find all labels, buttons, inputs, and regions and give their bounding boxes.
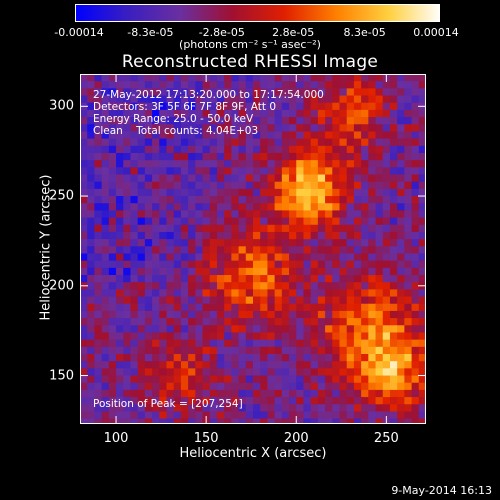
- y-tick-label: 200: [49, 278, 74, 294]
- x-tick-label: 200: [283, 431, 309, 446]
- annotation-detectors: Detectors: 3F 5F 6F 7F 8F 9F, Att 0: [93, 101, 277, 113]
- colorbar-gradient: [76, 5, 439, 21]
- y-tick-label: 300: [49, 98, 74, 114]
- colorbar-tick-label: -8.3e-05: [127, 26, 174, 39]
- colorbar-tick-label: -0.00014: [54, 26, 104, 39]
- colorbar-units: (photons cm⁻² s⁻¹ asec⁻²): [179, 38, 321, 51]
- plot-frame: [80, 74, 426, 424]
- peak-position-label: Position of Peak = [207,254]: [93, 398, 243, 410]
- colorbar-tick-label: 0.00014: [413, 26, 459, 39]
- annotation-time: 27-May-2012 17:13:20.000 to 17:17:54.000: [93, 89, 324, 101]
- colorbar-tick-label: 8.3e-05: [343, 26, 386, 39]
- x-tick-label: 250: [373, 431, 399, 446]
- heatmap-cells: [80, 74, 426, 424]
- y-axis-label: Heliocentric Y (arcsec): [38, 174, 54, 321]
- y-tick-label: 150: [49, 368, 74, 384]
- footer-date: 9-May-2014 16:13: [391, 484, 492, 497]
- x-tick-label: 100: [103, 431, 129, 446]
- chart-title: Reconstructed RHESSI Image: [121, 52, 379, 72]
- colorbar-tick-label: -2.8e-05: [198, 26, 245, 39]
- colorbar-tick-label: 2.8e-05: [272, 26, 315, 39]
- annotation-clean: Clean Total counts: 4.04E+03: [93, 125, 259, 137]
- colorbar: [75, 4, 440, 22]
- y-tick-label: 250: [49, 188, 74, 204]
- annotation-energy: Energy Range: 25.0 - 50.0 keV: [93, 113, 254, 125]
- x-tick-label: 150: [193, 431, 219, 446]
- x-axis-label: Heliocentric X (arcsec): [179, 446, 327, 461]
- heatmap-plot: [80, 74, 426, 424]
